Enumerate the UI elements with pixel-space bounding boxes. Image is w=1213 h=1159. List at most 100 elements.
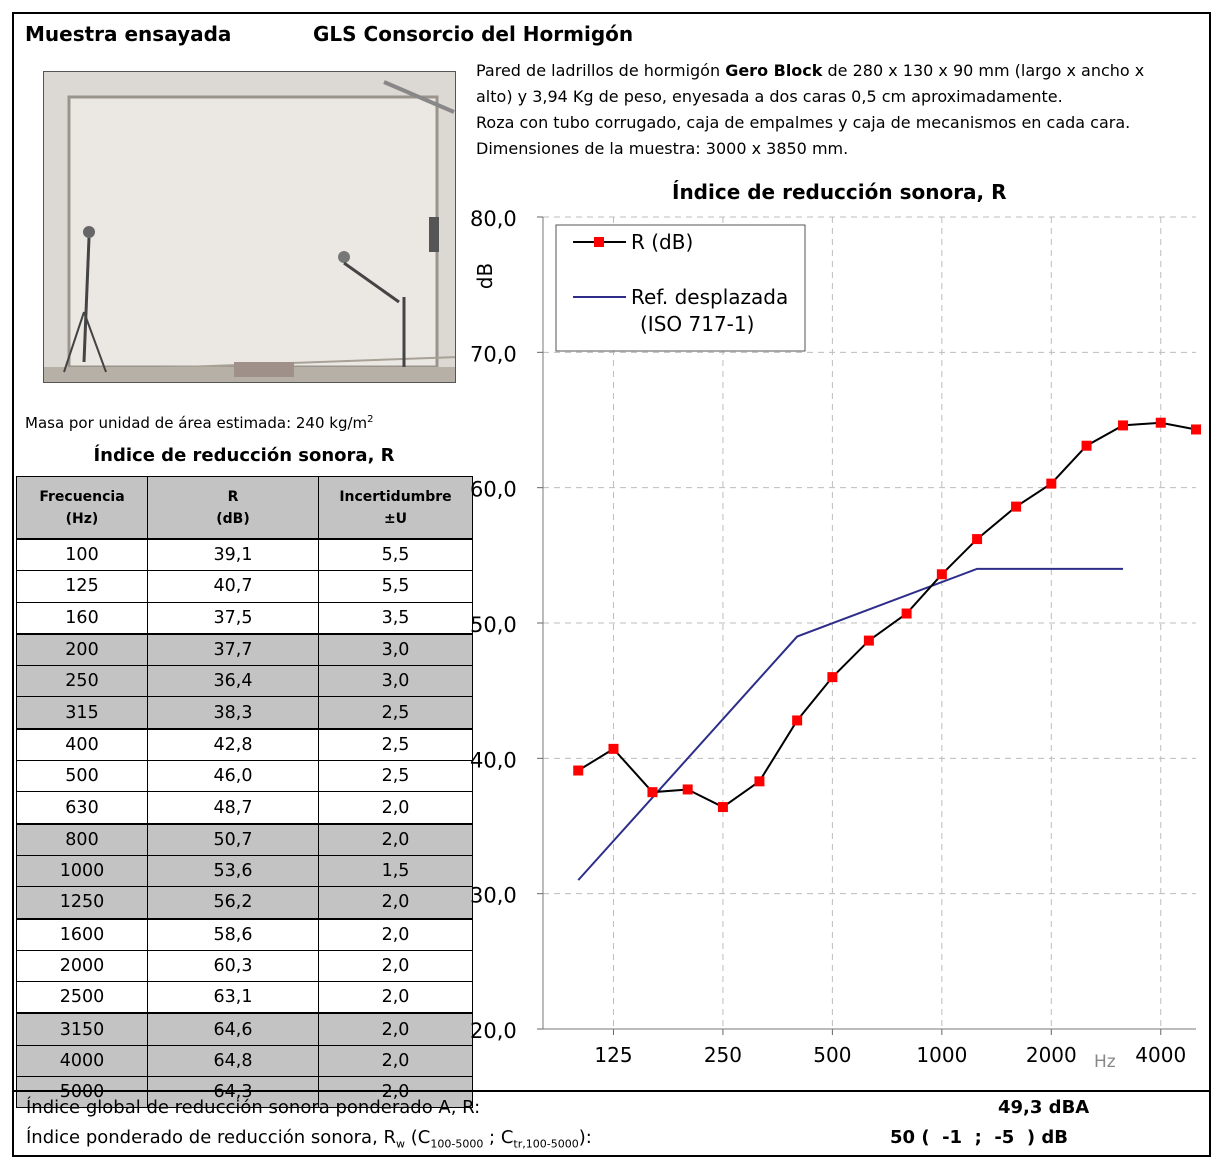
results-table: Frecuencia (Hz) R (dB) Incertidumbre ±U 100… <box>16 476 473 1109</box>
r-point <box>972 534 983 545</box>
cell-freq: 400 <box>16 727 148 762</box>
cell-u: 2,0 <box>318 1044 473 1078</box>
col-header-uncertainty: Incertidumbre ±U <box>318 476 473 540</box>
cell-r: 64,3 <box>147 1076 319 1109</box>
cell-r: 64,8 <box>147 1044 319 1078</box>
r-point <box>936 569 947 580</box>
table-row: 400 42,8 2,5 <box>16 727 473 762</box>
cell-r: 36,4 <box>147 665 319 698</box>
x-tick-label: 125 <box>594 1043 632 1067</box>
cell-freq: 4000 <box>16 1044 148 1078</box>
cell-r: 64,6 <box>147 1012 319 1046</box>
cell-u: 1,5 <box>318 854 473 888</box>
cell-freq: 160 <box>16 601 148 635</box>
chart: 20,0 30,0 40,0 50,0 60,0 70,0 80,0 125 250 500 100… <box>470 207 1201 1072</box>
desc-line3: Roza con tubo corrugado, caja de empalme… <box>476 113 1131 132</box>
summary-value-rw: 50 ( -1 ; -5 ) dB <box>890 1127 1068 1148</box>
x-tick-label: 2000 <box>1026 1043 1077 1067</box>
col-header-frequency: Frecuencia (Hz) <box>16 476 148 540</box>
desc-line1-post: de 280 x 130 x 90 mm (largo x ancho x <box>822 61 1145 80</box>
legend-ref-label: Ref. desplazada <box>631 285 788 309</box>
table-row: 500 46,0 2,5 <box>16 760 473 793</box>
cell-r: 42,8 <box>147 727 319 762</box>
table-row: 2500 63,1 2,0 <box>16 981 473 1014</box>
cell-freq: 315 <box>16 696 148 730</box>
cell-r: 53,6 <box>147 854 319 888</box>
cell-freq: 5000 <box>16 1076 148 1109</box>
cell-freq: 1250 <box>16 886 148 920</box>
table-row: 160 37,5 3,5 <box>16 601 473 635</box>
r-point <box>827 672 838 683</box>
summary-value-a: 49,3 dBA <box>998 1097 1090 1118</box>
table-row: 4000 64,8 2,0 <box>16 1044 473 1078</box>
x-tick-label: 250 <box>704 1043 742 1067</box>
table-header-row: Frecuencia (Hz) R (dB) Incertidumbre ±U <box>16 476 473 540</box>
cell-u: 2,0 <box>318 791 473 825</box>
r-point <box>573 765 584 776</box>
y-tick-label: 60,0 <box>470 478 517 502</box>
cell-r: 46,0 <box>147 760 319 793</box>
cell-u: 2,5 <box>318 760 473 793</box>
table-row: 250 36,4 3,0 <box>16 665 473 698</box>
cell-r: 50,7 <box>147 822 319 856</box>
cell-u: 2,0 <box>318 1076 473 1109</box>
lab-name: GLS Consorcio del Hormigón <box>313 22 634 46</box>
r-point <box>608 743 619 754</box>
cell-r: 56,2 <box>147 886 319 920</box>
r-point <box>792 715 803 726</box>
cell-freq: 800 <box>16 822 148 856</box>
r-point <box>1081 440 1092 451</box>
legend-ref-label-2: (ISO 717-1) <box>640 312 754 336</box>
r-point <box>901 608 912 619</box>
mass-exponent: 2 <box>367 414 374 425</box>
r-point <box>1046 478 1057 489</box>
table-row: 630 48,7 2,0 <box>16 791 473 825</box>
legend-r-marker <box>594 237 604 247</box>
cell-u: 2,5 <box>318 696 473 730</box>
y-tick-label: 20,0 <box>470 1019 517 1043</box>
cell-r: 58,6 <box>147 917 319 951</box>
cell-r: 37,7 <box>147 632 319 667</box>
sample-label: Muestra ensayada <box>25 22 232 46</box>
cell-u: 5,5 <box>318 538 473 572</box>
summary-box: Índice global de reducción sonora ponder… <box>12 1090 1211 1157</box>
y-axis-label: dB <box>473 263 497 289</box>
y-tick-label: 80,0 <box>470 207 517 231</box>
product-name: Gero Block <box>725 61 823 80</box>
y-tick-label: 50,0 <box>470 613 517 637</box>
legend-r-label: R (dB) <box>631 230 693 254</box>
y-tick-label: 30,0 <box>470 884 517 908</box>
chart-title: Índice de reducción sonora, R <box>672 180 1007 204</box>
x-tick-label: 500 <box>813 1043 851 1067</box>
table-title: Índice de reducción sonora, R <box>93 445 395 466</box>
cell-u: 5,5 <box>318 570 473 603</box>
cell-u: 3,0 <box>318 632 473 667</box>
r-point <box>1191 424 1201 435</box>
table-row: 1250 56,2 2,0 <box>16 886 473 920</box>
table-row: 1000 53,6 1,5 <box>16 854 473 888</box>
cell-u: 3,5 <box>318 601 473 635</box>
cell-u: 2,0 <box>318 886 473 920</box>
r-point <box>717 802 728 813</box>
summary-label-a: Índice global de reducción sonora ponder… <box>26 1097 481 1118</box>
col-header-r: R (dB) <box>147 476 319 540</box>
table-row: 100 39,1 5,5 <box>16 538 473 572</box>
r-line <box>577 421 1197 809</box>
cell-freq: 100 <box>16 538 148 572</box>
sample-photo-drawing <box>44 72 455 382</box>
cell-u: 2,0 <box>318 1012 473 1046</box>
x-axis-label: Hz <box>1094 1052 1116 1072</box>
r-point <box>1118 420 1129 431</box>
y-tick-label: 40,0 <box>470 748 517 772</box>
table-row: 2000 60,3 2,0 <box>16 949 473 983</box>
cell-u: 2,0 <box>318 822 473 856</box>
mass-per-area: Masa por unidad de área estimada: 240 kg… <box>25 414 374 432</box>
cell-u: 2,0 <box>318 981 473 1014</box>
r-point <box>647 787 658 798</box>
cell-freq: 200 <box>16 632 148 667</box>
r-point <box>754 776 765 787</box>
table-row: 800 50,7 2,0 <box>16 822 473 856</box>
summary-label-rw: Índice ponderado de reducción sonora, Rw… <box>26 1127 592 1151</box>
cell-freq: 630 <box>16 791 148 825</box>
cell-u: 2,5 <box>318 727 473 762</box>
